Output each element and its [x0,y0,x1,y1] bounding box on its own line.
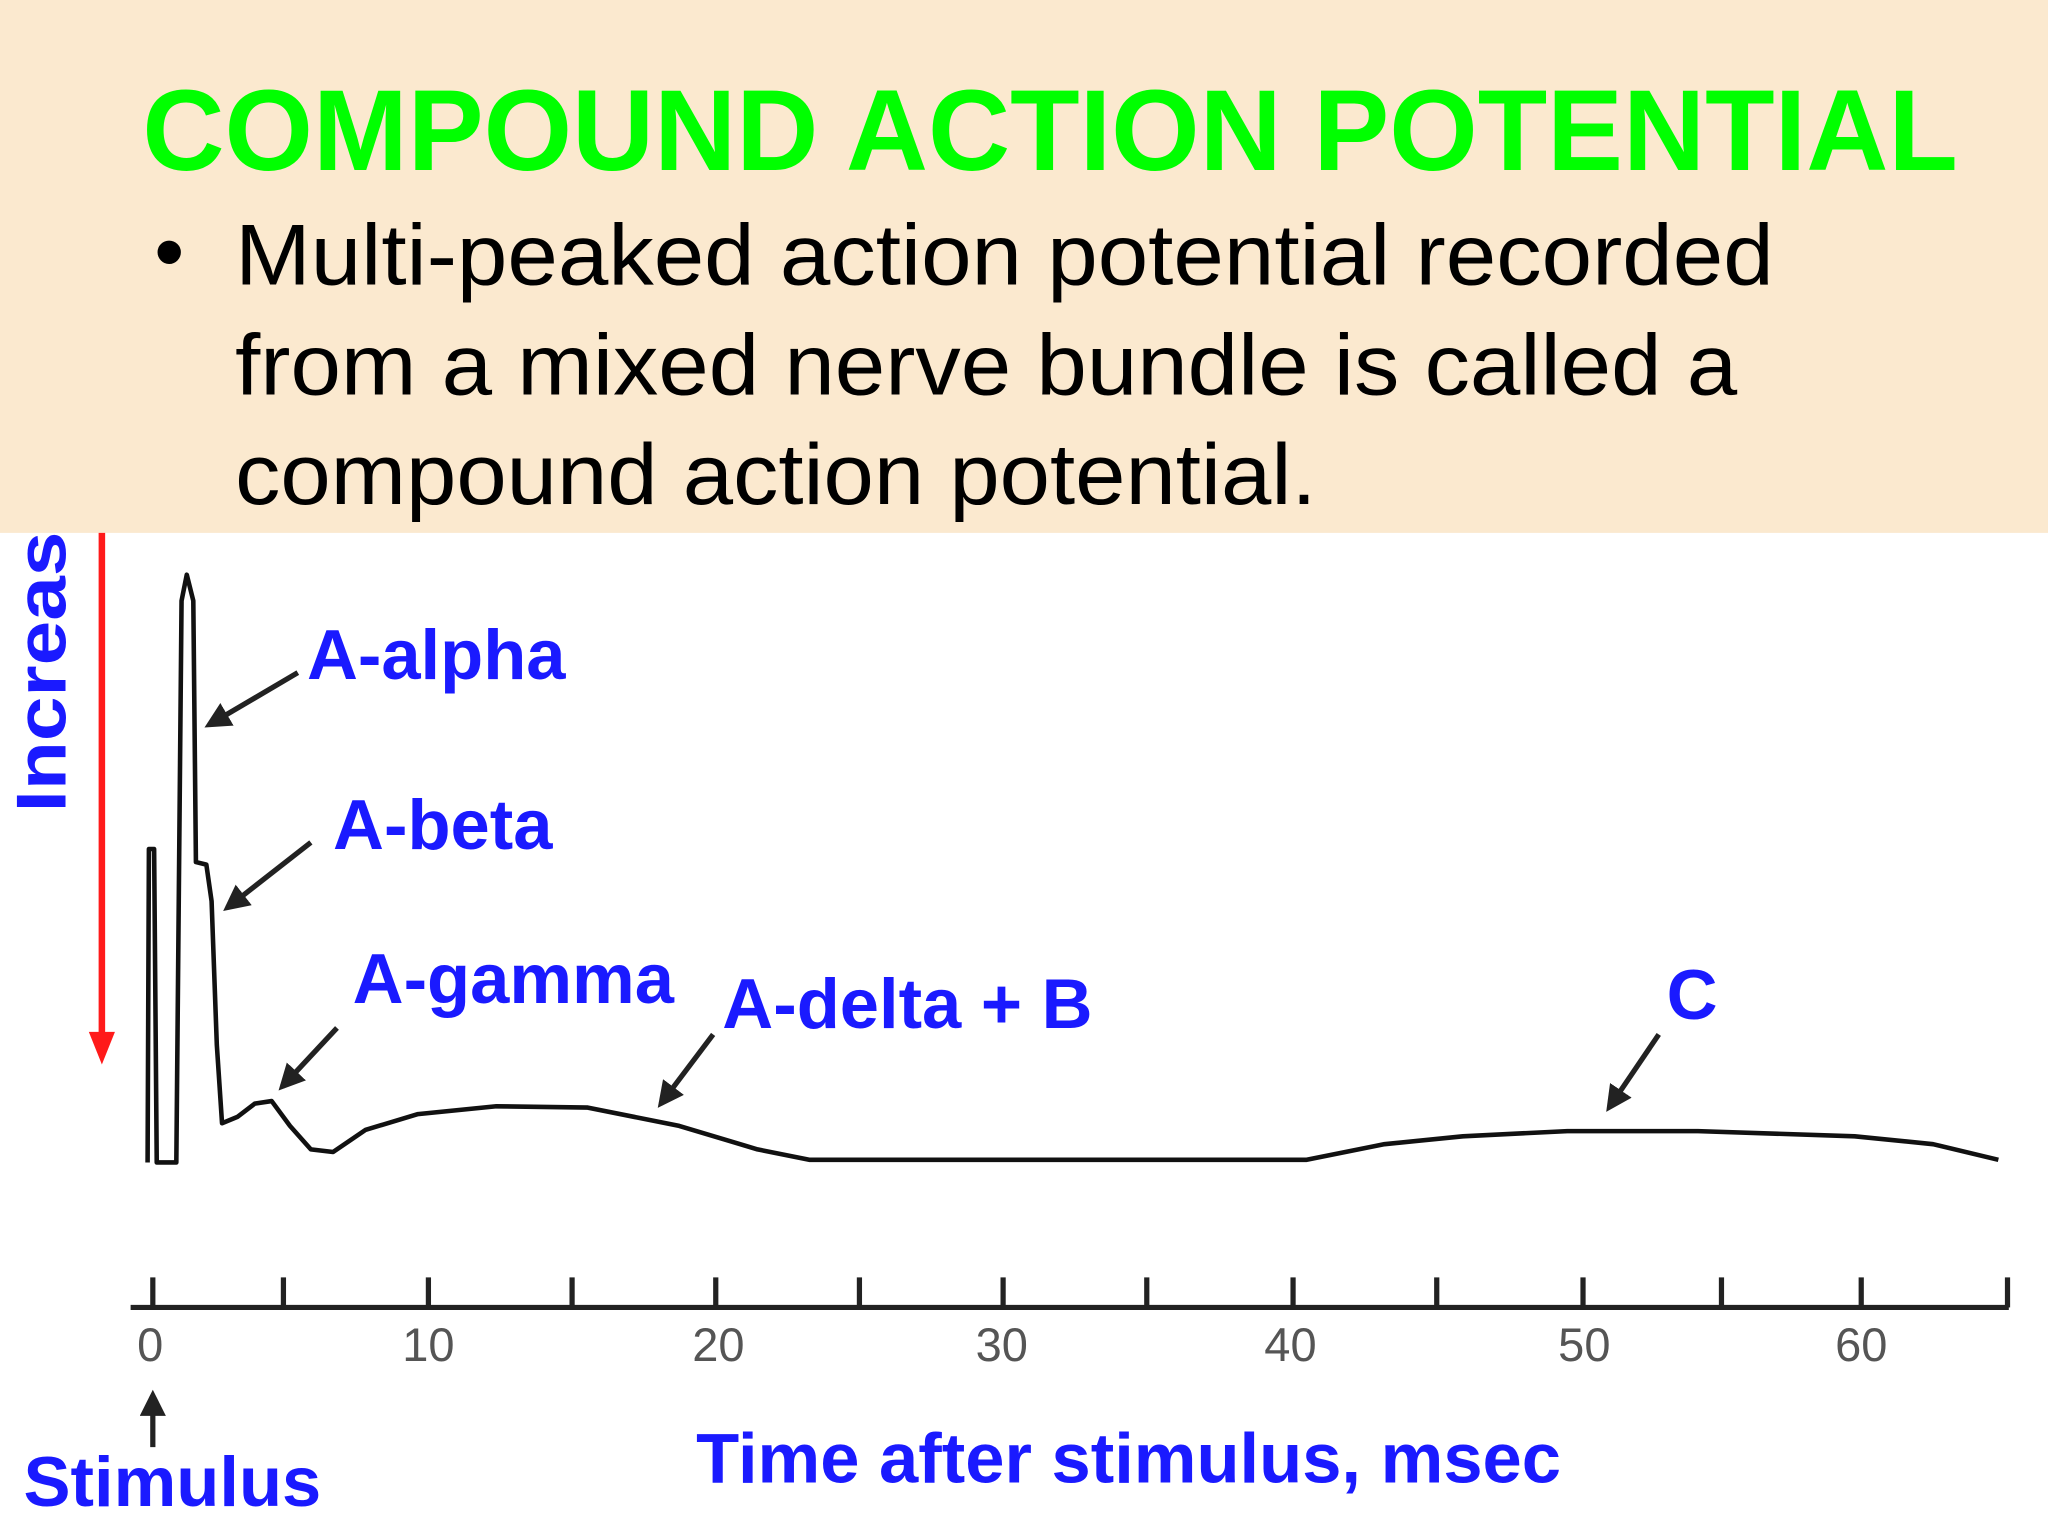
pointer-arrow [1606,1032,1661,1112]
pointer-arrow [278,1026,339,1091]
x-axis-ticks [150,1277,2011,1308]
bullet-line: compound action potential. [235,427,1316,523]
x-tick-label: 50 [1558,1318,1610,1371]
peak-label: A-beta [333,785,553,864]
pointer-arrow [223,840,313,911]
y-axis-label: Increas [1,532,80,813]
slide-title: COMPOUND ACTION POTENTIAL [142,67,1958,195]
stimulus-label: Stimulus [24,1442,322,1521]
peak-label: A-gamma [353,939,675,1018]
x-tick-label: 20 [692,1318,744,1371]
x-tick-label: 10 [402,1318,454,1371]
x-axis-tick-labels: 0 10 20 30 40 50 60 [137,1318,1887,1371]
x-tick-label: 0 [137,1318,163,1371]
x-tick-label: 30 [976,1318,1028,1371]
bullet-line: from a mixed nerve bundle is called a [235,317,1737,413]
peak-label: A-delta + B [722,964,1092,1043]
pointer-arrow [657,1032,716,1108]
red-arrowhead [88,1031,115,1065]
action-potential-trace [145,572,1999,1165]
bullet-line: Multi-peaked action potential recorded [235,208,1774,304]
peak-label: C [1667,955,1718,1034]
header-band [0,0,2048,533]
peak-label: A-alpha [307,615,566,694]
x-tick-label: 60 [1835,1318,1887,1371]
x-axis-label: Time after stimulus, msec [696,1418,1561,1497]
pointer-arrow [204,670,300,728]
bullet-marker: • [154,204,184,300]
x-tick-label: 40 [1264,1318,1316,1371]
